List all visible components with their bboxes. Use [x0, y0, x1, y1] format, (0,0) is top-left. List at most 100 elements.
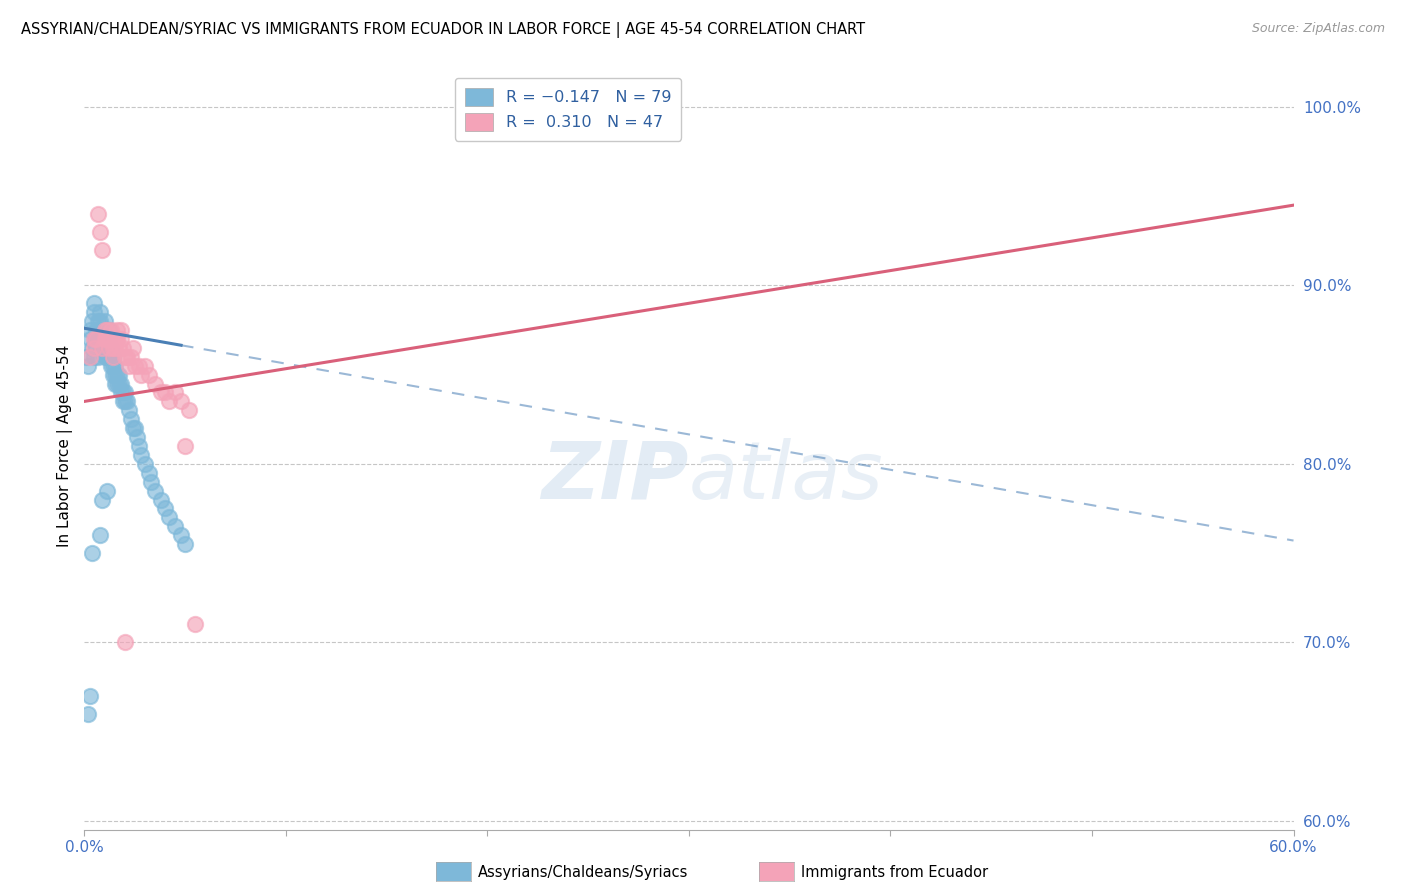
- Point: [82, 546, 104, 560]
- Point: [100, 323, 122, 337]
- Y-axis label: In Labor Force | Age 45-54: In Labor Force | Age 45-54: [58, 345, 73, 547]
- Point: [143, 376, 166, 391]
- Point: [179, 403, 201, 417]
- Point: [138, 368, 160, 382]
- Text: Source: ZipAtlas.com: Source: ZipAtlas.com: [1251, 22, 1385, 36]
- Point: [107, 376, 129, 391]
- Point: [118, 403, 141, 417]
- Point: [89, 528, 111, 542]
- Point: [101, 350, 124, 364]
- Point: [107, 341, 129, 355]
- Point: [86, 341, 108, 355]
- Point: [110, 332, 132, 346]
- Point: [96, 332, 118, 346]
- Point: [115, 350, 138, 364]
- Point: [111, 385, 134, 400]
- Point: [121, 341, 143, 355]
- Point: [89, 332, 111, 346]
- Point: [105, 332, 128, 346]
- Point: [165, 385, 187, 400]
- Point: [101, 350, 124, 364]
- Point: [174, 439, 197, 453]
- Point: [104, 341, 127, 355]
- Point: [149, 492, 172, 507]
- Point: [86, 332, 108, 346]
- Point: [125, 430, 148, 444]
- Point: [89, 323, 111, 337]
- Point: [96, 323, 118, 337]
- Point: [114, 394, 136, 409]
- Point: [118, 359, 141, 373]
- Point: [114, 385, 136, 400]
- Point: [149, 385, 172, 400]
- Point: [87, 323, 110, 337]
- Point: [86, 323, 108, 337]
- Point: [139, 475, 162, 489]
- Point: [110, 376, 132, 391]
- Point: [96, 332, 118, 346]
- Point: [101, 359, 124, 373]
- Point: [91, 332, 114, 346]
- Point: [174, 537, 197, 551]
- Point: [100, 359, 122, 373]
- Point: [153, 385, 176, 400]
- Point: [91, 323, 114, 337]
- Point: [96, 341, 118, 355]
- Text: Immigrants from Ecuador: Immigrants from Ecuador: [801, 865, 988, 880]
- Point: [96, 350, 118, 364]
- Point: [97, 332, 120, 346]
- Point: [79, 332, 101, 346]
- Point: [165, 519, 187, 533]
- Point: [105, 323, 128, 337]
- Point: [114, 350, 136, 364]
- Point: [114, 635, 136, 649]
- Point: [101, 368, 124, 382]
- Text: Assyrians/Chaldeans/Syriacs: Assyrians/Chaldeans/Syriacs: [478, 865, 689, 880]
- Point: [89, 314, 111, 328]
- Point: [124, 421, 146, 435]
- Point: [93, 323, 115, 337]
- Point: [83, 305, 105, 319]
- Point: [87, 207, 110, 221]
- Point: [134, 359, 156, 373]
- Point: [128, 359, 150, 373]
- Point: [86, 332, 108, 346]
- Point: [105, 376, 128, 391]
- Point: [91, 243, 114, 257]
- Point: [83, 296, 105, 310]
- Point: [87, 332, 110, 346]
- Point: [104, 332, 127, 346]
- Point: [97, 323, 120, 337]
- Text: atlas: atlas: [689, 438, 884, 516]
- Point: [77, 706, 100, 721]
- Point: [170, 394, 193, 409]
- Point: [111, 341, 134, 355]
- Point: [120, 350, 142, 364]
- Point: [93, 332, 115, 346]
- Point: [143, 483, 166, 498]
- Point: [89, 305, 111, 319]
- Point: [93, 332, 115, 346]
- Point: [93, 341, 115, 355]
- Point: [97, 332, 120, 346]
- Point: [153, 501, 176, 516]
- Point: [115, 394, 138, 409]
- Point: [121, 421, 143, 435]
- Point: [111, 394, 134, 409]
- Point: [89, 225, 111, 239]
- Point: [104, 359, 127, 373]
- Point: [87, 350, 110, 364]
- Text: ZIP: ZIP: [541, 438, 689, 516]
- Point: [157, 510, 180, 524]
- Text: ASSYRIAN/CHALDEAN/SYRIAC VS IMMIGRANTS FROM ECUADOR IN LABOR FORCE | AGE 45-54 C: ASSYRIAN/CHALDEAN/SYRIAC VS IMMIGRANTS F…: [21, 22, 865, 38]
- Point: [100, 341, 122, 355]
- Point: [101, 341, 124, 355]
- Point: [91, 341, 114, 355]
- Point: [97, 341, 120, 355]
- Point: [96, 483, 118, 498]
- Point: [82, 341, 104, 355]
- Point: [93, 323, 115, 337]
- Point: [75, 350, 97, 364]
- Point: [129, 448, 152, 462]
- Point: [79, 689, 101, 703]
